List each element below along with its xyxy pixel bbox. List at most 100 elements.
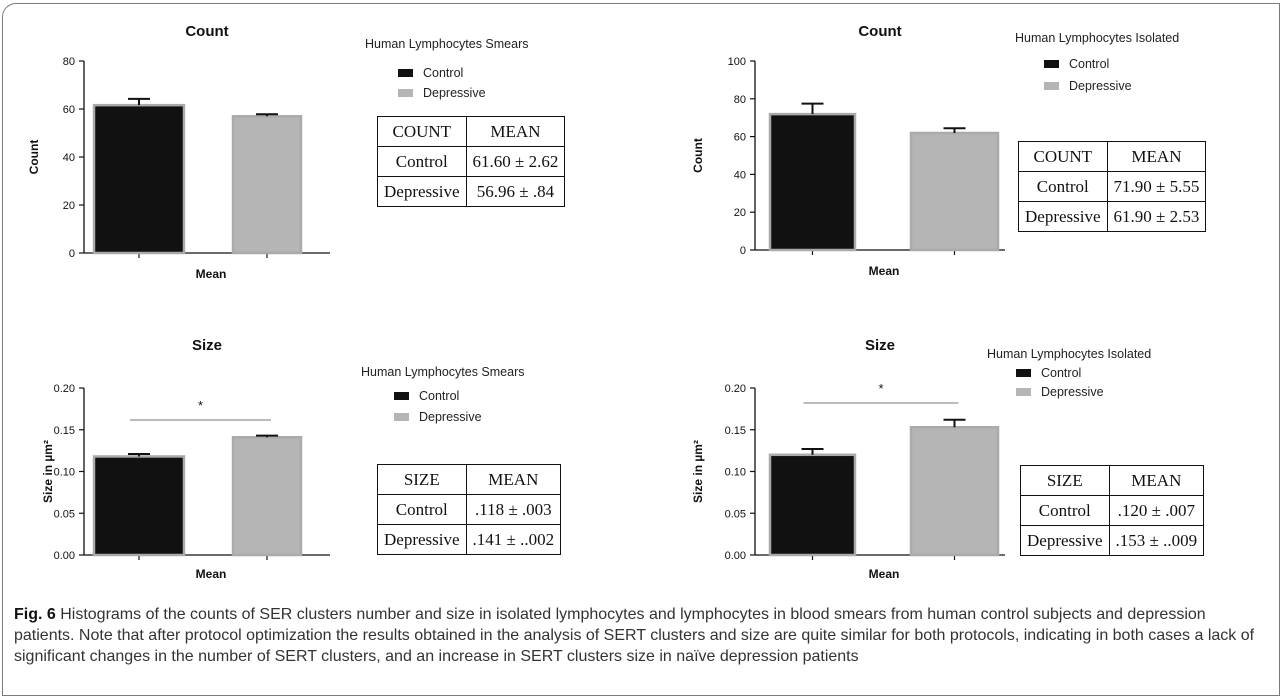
y-tick-label: 60 [63,104,75,116]
y-tick-label: 0.05 [54,508,75,520]
x-axis-label: Mean [869,567,900,581]
table-row: Control .118 ± .003 [377,494,562,525]
stats-table-count-smears: COUNT MEAN Control 61.60 ± 2.62 Depressi… [377,116,566,207]
table-cell: .141 ± ..002 [465,524,562,555]
legend-title: Human Lymphocytes Isolated [1015,31,1180,45]
bar-depressive [231,115,303,255]
y-tick-label: 0.20 [725,383,746,395]
table-row: Depressive .141 ± ..002 [377,524,562,555]
legend-item-control: Control [1044,57,1109,71]
legend-item-control: Control [394,389,459,403]
table-cell: 61.90 ± 2.53 [1106,201,1207,232]
table-cell: Control [1020,495,1110,526]
bar-depressive [909,131,1000,252]
legend-item-depressive: Depressive [398,86,486,100]
significance-marker: * [878,381,883,396]
table-header-cell: MEAN [465,464,562,495]
y-tick-label: 80 [63,56,75,68]
legend-swatch-depressive [394,412,409,421]
legend-swatch-depressive [398,88,413,97]
legend-item-depressive: Depressive [394,410,482,424]
legend-title: Human Lymphocytes Smears [365,37,529,51]
legend-label-depressive: Depressive [419,410,482,424]
y-tick-label: 0.00 [54,550,75,562]
chart-title: Size [192,337,222,354]
y-axis-label: Size in µm² [41,440,55,503]
legend-item-depressive: Depressive [1016,385,1104,399]
legend-swatch-control [1016,368,1031,377]
legend-label-control: Control [419,389,460,403]
y-tick-label: 40 [63,152,75,164]
y-tick-label: 60 [734,132,746,144]
bar-control [768,112,857,252]
significance-marker: * [198,398,203,413]
table-header-cell: SIZE [1020,465,1110,496]
table-row: Depressive .153 ± ..009 [1020,525,1205,556]
y-tick-label: 0.05 [725,508,746,520]
stats-table-size-smears: SIZE MEAN Control .118 ± .003 Depressive… [377,464,562,555]
y-tick-label: 40 [734,169,746,181]
figure-caption: Fig. 6 Histograms of the counts of SER c… [14,604,1270,667]
legend-item-depressive: Depressive [1044,79,1132,93]
x-axis-label: Mean [196,567,227,581]
stats-table-count-isolated: COUNT MEAN Control 71.90 ± 5.55 Depressi… [1018,141,1207,232]
table-cell: Depressive [377,176,467,207]
table-row: Depressive 56.96 ± .84 [377,176,566,207]
chart-title: Count [858,23,901,40]
legend-label-depressive: Depressive [1041,385,1104,399]
table-row: Control 61.60 ± 2.62 [377,146,566,177]
y-tick-label: 0 [69,248,75,260]
table-cell: 56.96 ± .84 [465,176,566,207]
legend-swatch-control [394,391,409,400]
x-axis-label: Mean [869,264,900,278]
legend-swatch-depressive [1016,387,1031,396]
table-row: Control 71.90 ± 5.55 [1018,171,1207,202]
y-tick-label: 0.10 [725,467,746,479]
y-tick-label: 100 [728,56,746,68]
y-tick-label: 0.00 [725,550,746,562]
table-cell: Depressive [1018,201,1108,232]
y-tick-label: 20 [734,207,746,219]
y-tick-label: 0.10 [54,467,75,479]
table-cell: Control [377,146,467,177]
y-tick-label: 0 [740,245,746,257]
legend-swatch-control [398,68,413,77]
table-header-cell: COUNT [377,116,467,147]
chart-title: Size [865,337,895,354]
table-cell: .153 ± ..009 [1108,525,1205,556]
figure-frame [2,3,1280,696]
legend-label-control: Control [1041,366,1082,380]
table-header-cell: MEAN [1106,141,1207,172]
legend-title: Human Lymphocytes Isolated [987,347,1152,361]
chart-title: Count [185,23,228,40]
y-axis-label: Size in µm² [691,440,705,503]
legend-label-control: Control [1069,57,1110,71]
legend-swatch-control [1044,59,1059,68]
table-row: Depressive 61.90 ± 2.53 [1018,201,1207,232]
caption-text: Histograms of the counts of SER clusters… [14,606,1255,665]
y-axis-label: Count [691,138,705,173]
table-cell: Depressive [377,524,467,555]
legend-swatch-depressive [1044,81,1059,90]
legend-label-depressive: Depressive [423,86,486,100]
x-axis-label: Mean [196,267,227,281]
table-cell: 71.90 ± 5.55 [1106,171,1207,202]
bar-depressive [231,436,303,557]
y-axis-label: Count [27,140,41,175]
y-tick-label: 0.20 [54,383,75,395]
y-tick-label: 0.15 [725,425,746,437]
y-tick-label: 80 [734,94,746,106]
caption-label: Fig. 6 [14,606,56,623]
table-row: Control .120 ± .007 [1020,495,1205,526]
legend-item-control: Control [398,66,463,80]
table-header-row: COUNT MEAN [377,116,566,147]
y-tick-label: 0.15 [54,425,75,437]
bar-depressive [909,425,1000,557]
stats-table-size-isolated: SIZE MEAN Control .120 ± .007 Depressive… [1020,465,1205,556]
legend-label-depressive: Depressive [1069,79,1132,93]
legend-title: Human Lymphocytes Smears [361,365,525,379]
